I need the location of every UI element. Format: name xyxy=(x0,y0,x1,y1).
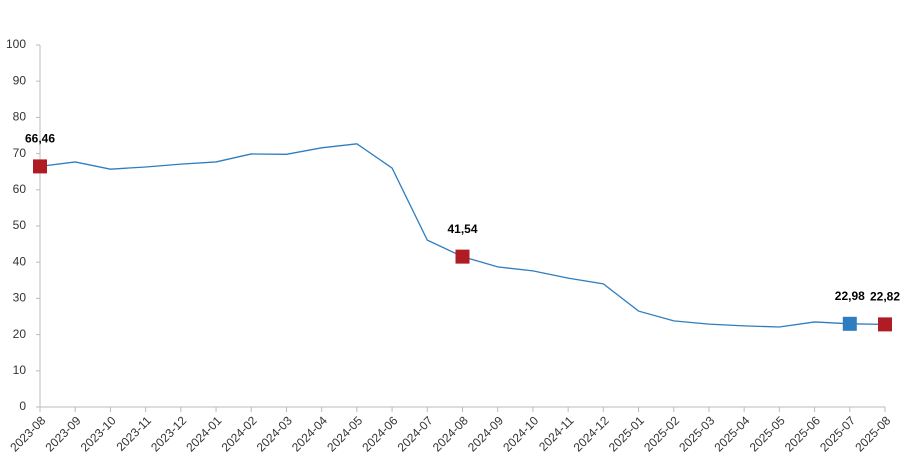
y-tick-label: 80 xyxy=(13,110,27,124)
x-tick-label: 2024-06 xyxy=(359,413,400,454)
x-tick-label: 2025-02 xyxy=(641,413,682,454)
x-tick-label: 2025-03 xyxy=(676,413,717,454)
y-tick-label: 10 xyxy=(13,363,27,377)
x-tick-label: 2025-08 xyxy=(852,413,893,454)
y-tick-label: 100 xyxy=(6,37,26,51)
x-tick-label: 2025-04 xyxy=(711,413,752,454)
y-tick-label: 40 xyxy=(13,254,27,268)
x-tick-label: 2023-11 xyxy=(114,413,155,454)
x-tick-label: 2024-03 xyxy=(254,413,295,454)
y-tick-label: 50 xyxy=(13,218,27,232)
x-tick-label: 2025-06 xyxy=(782,413,823,454)
marker xyxy=(878,317,892,332)
value-label: 22,98 xyxy=(835,289,865,303)
x-tick-label: 2024-05 xyxy=(324,413,365,454)
value-label: 41,54 xyxy=(447,222,477,236)
x-tick-label: 2024-04 xyxy=(289,413,330,454)
x-tick-label: 2024-08 xyxy=(430,413,471,454)
x-tick-label: 2025-01 xyxy=(606,413,647,454)
x-tick-label: 2024-10 xyxy=(500,413,541,454)
x-tick-label: 2025-05 xyxy=(747,413,788,454)
value-label: 22,82 xyxy=(870,290,900,304)
y-tick-label: 20 xyxy=(13,327,27,341)
marker xyxy=(455,249,470,264)
x-tick-label: 2023-08 xyxy=(7,413,48,454)
y-tick-label: 60 xyxy=(13,182,27,196)
y-tick-label: 30 xyxy=(13,291,27,305)
x-tick-label: 2024-07 xyxy=(395,413,436,454)
x-tick-label: 2023-09 xyxy=(43,413,84,454)
y-tick-label: 0 xyxy=(19,399,26,413)
x-tick-label: 2024-09 xyxy=(465,413,506,454)
x-tick-label: 2024-02 xyxy=(219,413,260,454)
x-tick-label: 2025-07 xyxy=(817,413,858,454)
y-tick-label: 90 xyxy=(13,73,27,87)
marker xyxy=(33,159,47,174)
x-tick-label: 2023-10 xyxy=(78,413,119,454)
x-tick-label: 2024-12 xyxy=(571,413,612,454)
x-tick-label: 2024-11 xyxy=(536,413,577,454)
value-label: 66,46 xyxy=(25,132,55,146)
y-tick-label: 70 xyxy=(13,146,27,160)
marker xyxy=(842,316,857,331)
x-tick-label: 2024-01 xyxy=(183,413,224,454)
x-tick-label: 2023-12 xyxy=(148,413,189,454)
